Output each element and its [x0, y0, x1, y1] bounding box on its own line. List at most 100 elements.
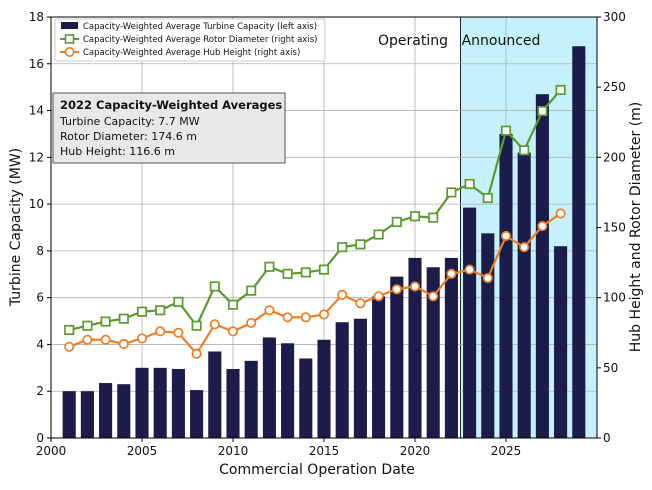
y-axis-right: 0 50 100 150 200 250 300 — [597, 10, 626, 445]
marker-hub-height — [519, 242, 530, 253]
marker-hub-height — [355, 298, 366, 309]
marker-hub-height — [264, 305, 275, 316]
marker-hub-height — [227, 326, 239, 337]
marker-rotor-diameter — [64, 324, 75, 335]
y-left-tick-label: 14 — [29, 104, 44, 118]
y-axis-right-title: Hub Height and Rotor Diameter (m) — [628, 102, 644, 353]
x-tick-label: 2015 — [309, 444, 340, 458]
legend-swatch-capacity — [61, 22, 78, 29]
y-right-tick-label: 50 — [603, 361, 618, 375]
marker-hub-height — [100, 334, 111, 345]
marker-rotor-diameter — [136, 306, 148, 317]
marker-hub-height — [209, 319, 220, 330]
bar-capacity — [80, 391, 94, 438]
marker-rotor-diameter — [355, 239, 366, 250]
marker-rotor-diameter — [555, 84, 566, 96]
marker-layer — [64, 84, 566, 359]
bar-capacity — [117, 384, 131, 438]
bar-capacity — [372, 296, 386, 438]
y-right-tick-label: 100 — [603, 291, 626, 305]
y-left-tick-label: 10 — [29, 197, 44, 211]
y-axis-left-title: Turbine Capacity (MW) — [8, 148, 24, 307]
marker-rotor-diameter — [500, 125, 512, 136]
marker-hub-height — [337, 289, 348, 300]
marker-hub-height — [500, 230, 512, 241]
marker-rotor-diameter — [155, 305, 166, 316]
bar-capacity — [62, 391, 76, 438]
marker-hub-height — [173, 327, 184, 338]
bar-capacity — [244, 360, 258, 438]
bar-capacity — [226, 369, 240, 438]
legend-marker-rotor — [64, 34, 75, 44]
bar-capacity — [317, 339, 331, 438]
marker-hub-height — [428, 291, 439, 302]
x-axis: 2000 2005 2010 2015 2020 2025 — [36, 438, 522, 458]
marker-hub-height — [136, 333, 148, 344]
marker-rotor-diameter — [537, 105, 548, 117]
bar-capacity — [153, 367, 167, 438]
bar-layer — [62, 46, 586, 438]
marker-rotor-diameter — [209, 281, 220, 292]
y-left-tick-label: 6 — [36, 291, 44, 305]
marker-hub-height — [82, 334, 93, 345]
bar-capacity — [426, 267, 440, 438]
bar-capacity — [299, 358, 313, 438]
y-right-tick-label: 200 — [603, 150, 626, 164]
annotation-box-frame — [52, 92, 286, 164]
bar-capacity — [353, 318, 367, 438]
line-rotor-diameter — [68, 89, 562, 332]
x-tick-label: 2025 — [491, 444, 522, 458]
bar-capacity — [262, 337, 276, 438]
marker-rotor-diameter — [373, 229, 384, 240]
bar-capacity — [535, 94, 549, 438]
marker-hub-height — [482, 272, 493, 284]
bar-capacity — [499, 133, 513, 438]
y-axis-left: 0 2 4 6 8 10 12 14 16 18 — [29, 10, 51, 445]
y-left-tick-label: 8 — [36, 244, 44, 258]
y-right-tick-label: 150 — [603, 221, 626, 235]
marker-hub-height — [464, 264, 475, 275]
y-right-tick-label: 0 — [603, 431, 611, 445]
bar-capacity — [481, 233, 495, 438]
bar-capacity — [390, 276, 404, 438]
marker-rotor-diameter — [446, 187, 457, 198]
marker-rotor-diameter — [464, 178, 475, 190]
marker-hub-height — [409, 281, 421, 292]
y-left-tick-label: 2 — [36, 384, 44, 398]
marker-hub-height — [555, 208, 566, 219]
bar-capacity — [408, 257, 422, 438]
y-left-tick-label: 16 — [29, 57, 44, 71]
annotation-box: 2022 Capacity-Weighted Averages Turbine … — [52, 92, 286, 164]
bar-capacity — [208, 351, 222, 438]
y-left-tick-label: 12 — [29, 150, 44, 164]
bar-capacity — [554, 246, 568, 438]
marker-rotor-diameter — [173, 296, 184, 307]
legend-label-hub: Capacity-Weighted Average Hub Height (ri… — [83, 48, 300, 58]
bar-capacity — [135, 367, 149, 438]
legend-marker-hub — [64, 46, 75, 57]
marker-hub-height — [318, 309, 330, 320]
y-left-tick-label: 0 — [36, 431, 44, 445]
bar-capacity — [444, 257, 458, 438]
y-right-tick-label: 250 — [603, 80, 626, 94]
bar-capacity — [335, 322, 349, 438]
marker-rotor-diameter — [482, 192, 493, 204]
marker-rotor-diameter — [318, 264, 330, 275]
marker-hub-height — [300, 312, 311, 323]
y-left-tick-label: 18 — [29, 10, 44, 24]
bar-capacity — [463, 207, 477, 438]
bar-capacity — [572, 46, 586, 438]
annotation-line-rotor: Rotor Diameter: 174.6 m — [60, 130, 197, 143]
marker-rotor-diameter — [100, 316, 111, 327]
bar-capacity — [281, 343, 295, 438]
marker-rotor-diameter — [264, 261, 275, 272]
x-tick-label: 2020 — [400, 444, 431, 458]
marker-rotor-diameter — [282, 268, 293, 279]
marker-rotor-diameter — [519, 145, 530, 156]
annotation-line-capacity: Turbine Capacity: 7.7 MW — [59, 115, 200, 128]
legend: Capacity-Weighted Average Turbine Capaci… — [54, 18, 326, 62]
line-hub-height — [68, 212, 562, 356]
marker-rotor-diameter — [300, 267, 311, 278]
marker-rotor-diameter — [191, 320, 202, 331]
